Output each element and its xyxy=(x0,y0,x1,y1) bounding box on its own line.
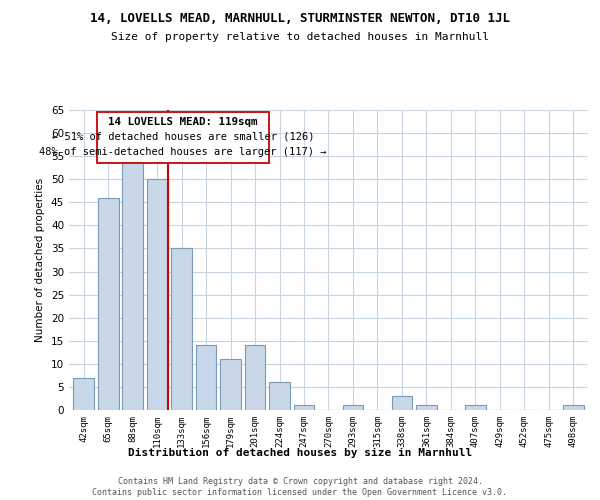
Bar xyxy=(465,406,486,410)
Bar xyxy=(245,346,265,410)
Bar xyxy=(171,248,192,410)
Bar xyxy=(416,406,437,410)
Text: 48% of semi-detached houses are larger (117) →: 48% of semi-detached houses are larger (… xyxy=(39,146,326,156)
Bar xyxy=(563,406,584,410)
Text: Size of property relative to detached houses in Marnhull: Size of property relative to detached ho… xyxy=(111,32,489,42)
Bar xyxy=(73,378,94,410)
Bar xyxy=(147,179,167,410)
Bar xyxy=(98,198,119,410)
Y-axis label: Number of detached properties: Number of detached properties xyxy=(35,178,46,342)
Bar xyxy=(220,359,241,410)
Text: 14, LOVELLS MEAD, MARNHULL, STURMINSTER NEWTON, DT10 1JL: 14, LOVELLS MEAD, MARNHULL, STURMINSTER … xyxy=(90,12,510,26)
Text: ← 51% of detached houses are smaller (126): ← 51% of detached houses are smaller (12… xyxy=(52,132,314,142)
Text: Contains HM Land Registry data © Crown copyright and database right 2024.: Contains HM Land Registry data © Crown c… xyxy=(118,476,482,486)
Bar xyxy=(392,396,412,410)
Bar xyxy=(293,406,314,410)
Bar xyxy=(122,161,143,410)
Bar xyxy=(343,406,364,410)
Text: Distribution of detached houses by size in Marnhull: Distribution of detached houses by size … xyxy=(128,448,472,458)
Bar xyxy=(269,382,290,410)
FancyBboxPatch shape xyxy=(97,112,269,163)
Text: Contains public sector information licensed under the Open Government Licence v3: Contains public sector information licen… xyxy=(92,488,508,497)
Text: 14 LOVELLS MEAD: 119sqm: 14 LOVELLS MEAD: 119sqm xyxy=(108,116,257,126)
Bar xyxy=(196,346,217,410)
